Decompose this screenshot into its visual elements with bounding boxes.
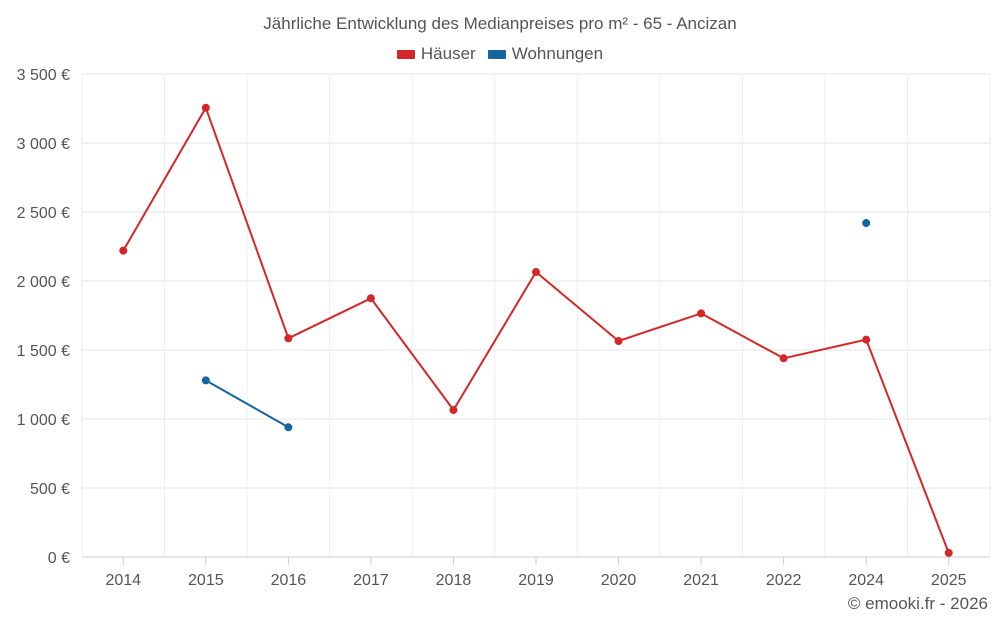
data-point xyxy=(366,294,375,303)
legend-label-haeuser: Häuser xyxy=(420,44,476,63)
x-tick-label: 2024 xyxy=(848,572,884,589)
x-tick-label: 2021 xyxy=(683,572,719,589)
legend-swatch-wohnungen xyxy=(487,49,506,59)
series-Häuser xyxy=(119,103,953,557)
legend: Häuser Wohnungen xyxy=(0,44,1000,64)
y-tick-label: 3 000 € xyxy=(17,136,70,153)
x-tick-label: 2025 xyxy=(931,572,967,589)
x-tick-label: 2017 xyxy=(353,572,389,589)
data-point xyxy=(201,103,210,112)
data-point xyxy=(862,219,871,228)
data-point xyxy=(449,406,458,415)
x-tick-label: 2019 xyxy=(518,572,554,589)
data-point xyxy=(862,335,871,344)
credit-text[interactable]: © emooki.fr - 2026 xyxy=(847,594,988,613)
data-point xyxy=(697,309,706,318)
series-layer xyxy=(119,103,953,557)
legend-swatch-haeuser xyxy=(396,49,415,59)
x-tick-label: 2015 xyxy=(188,572,224,589)
y-tick-label: 3 500 € xyxy=(17,67,70,84)
y-tick-label: 2 500 € xyxy=(17,205,70,222)
data-point xyxy=(284,334,293,343)
data-point xyxy=(614,337,623,346)
chart-title: Jährliche Entwicklung des Medianpreises … xyxy=(263,14,737,33)
x-tick-label: 2020 xyxy=(601,572,637,589)
data-point xyxy=(284,423,293,432)
legend-item-haeuser[interactable]: Häuser xyxy=(396,44,476,64)
data-point xyxy=(119,246,128,255)
y-tick-label: 1 500 € xyxy=(17,343,70,360)
y-tick-label: 2 000 € xyxy=(17,274,70,291)
x-tick-label: 2014 xyxy=(105,572,141,589)
series-Wohnungen xyxy=(201,219,871,432)
legend-item-wohnungen[interactable]: Wohnungen xyxy=(487,44,604,64)
y-tick-label: 0 € xyxy=(48,550,70,567)
data-point xyxy=(779,354,788,363)
grid-lines xyxy=(81,73,991,558)
data-point xyxy=(201,376,210,385)
x-tick-label: 2016 xyxy=(271,572,307,589)
x-tick-label: 2018 xyxy=(436,572,472,589)
x-tick-label: 2022 xyxy=(766,572,802,589)
axes: 0 € 500 € 1 000 € 1 500 € 2 000 € 2 500 € 3 00… xyxy=(17,67,990,589)
data-point xyxy=(532,268,540,277)
y-tick-label: 1 000 € xyxy=(17,412,70,429)
y-tick-label: 500 € xyxy=(30,481,70,498)
series-line xyxy=(205,379,289,429)
data-point xyxy=(944,548,953,557)
legend-label-wohnungen: Wohnungen xyxy=(511,44,604,63)
